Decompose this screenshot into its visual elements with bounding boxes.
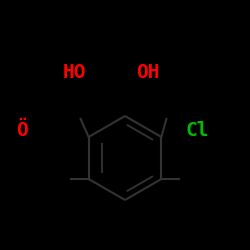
Text: Ö: Ö [16,120,28,140]
Text: HO: HO [63,62,87,82]
Text: Cl: Cl [185,120,209,140]
Text: OH: OH [136,62,160,82]
